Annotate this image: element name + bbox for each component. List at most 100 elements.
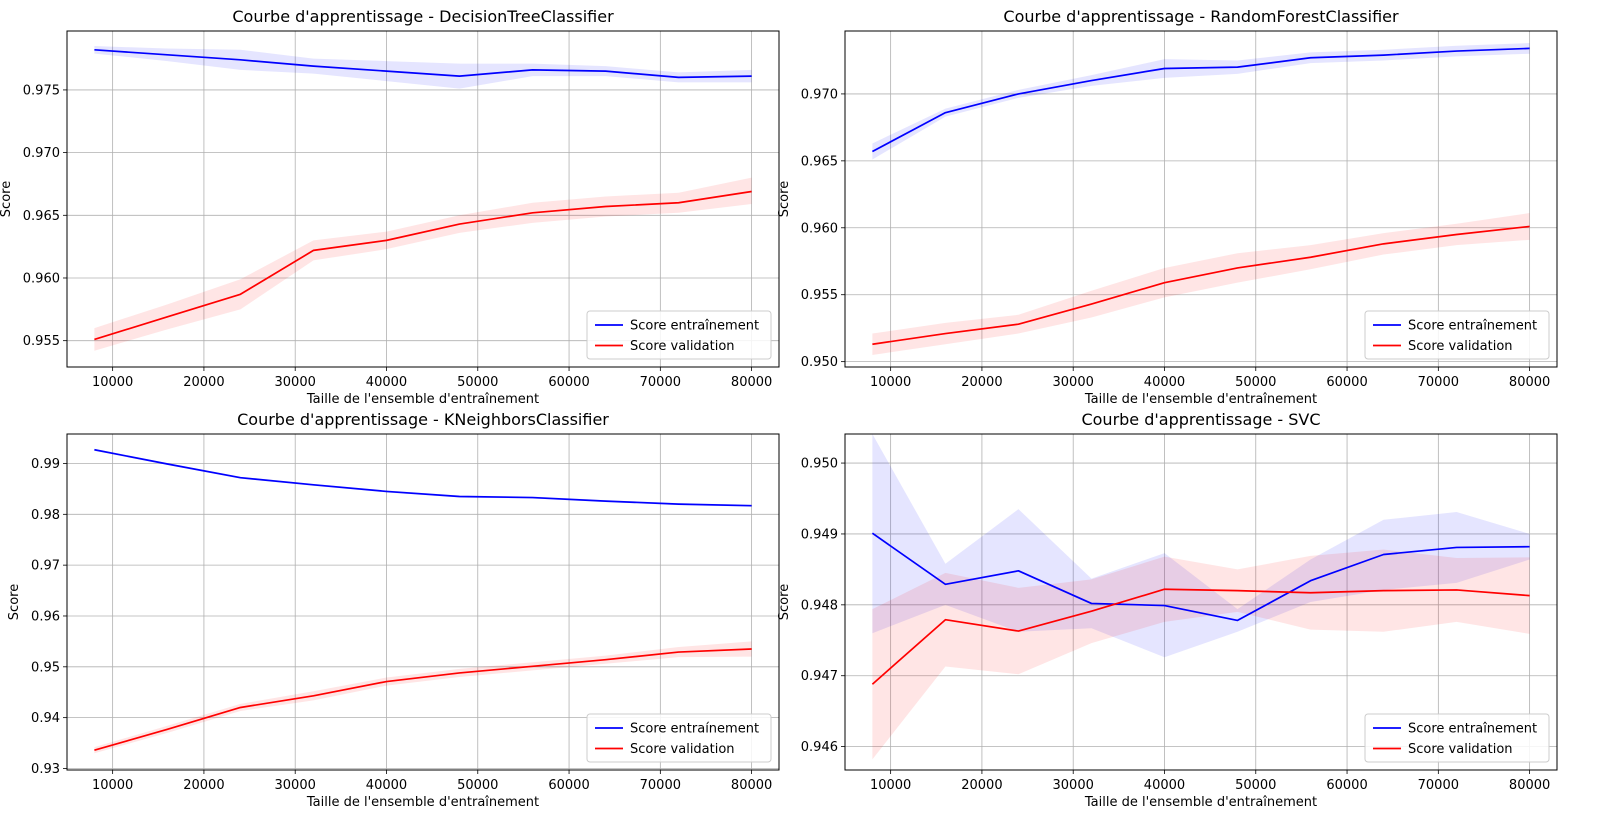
legend-label-train: Score entraînement	[1408, 722, 1537, 737]
x-tick-label: 40000	[1144, 375, 1185, 390]
y-axis-label: Score	[777, 181, 792, 217]
axes-frame	[844, 433, 1558, 771]
x-tick-label: 30000	[1053, 375, 1094, 390]
x-tick-label: 10000	[870, 375, 911, 390]
y-axis-label: Score	[0, 181, 14, 217]
validation-score-band	[872, 549, 1530, 760]
x-tick-label: 50000	[1235, 375, 1276, 390]
y-tick-label: 0.955	[23, 334, 60, 349]
train-score-band	[872, 434, 1530, 658]
x-tick-label: 80000	[1509, 778, 1550, 793]
axes-frame	[66, 433, 780, 771]
legend-label-train: Score entraînement	[630, 319, 759, 334]
x-tick-label: 30000	[1053, 778, 1094, 793]
x-axis-label: Taille de l'ensemble d'entraînement	[306, 795, 539, 810]
legend-box	[586, 713, 772, 763]
y-tick-label: 0.947	[801, 669, 838, 684]
x-tick-label: 60000	[548, 778, 589, 793]
x-tick-label: 70000	[1418, 375, 1459, 390]
legend: Score entraînement Score validation	[586, 310, 772, 360]
x-tick-label: 60000	[1326, 778, 1367, 793]
validation-score-band	[94, 177, 752, 351]
legend: Score entraînement Score validation	[1364, 310, 1550, 360]
legend-box	[1364, 310, 1550, 360]
x-tick-label: 20000	[961, 778, 1002, 793]
x-axis-ticks: 10000 20000 30000 40000 50000 60000 70000 80000	[870, 367, 1550, 390]
y-axis-ticks: 0.946 0.947 0.948 0.949 0.950	[801, 457, 845, 755]
legend-box	[1364, 713, 1550, 763]
x-axis-ticks: 10000 20000 30000 40000 50000 60000 70000 80000	[92, 367, 772, 390]
validation-score-line	[94, 648, 752, 751]
y-tick-label: 0.99	[31, 457, 60, 472]
x-tick-label: 50000	[457, 778, 498, 793]
validation-score-line	[871, 588, 1530, 685]
train-score-line	[871, 47, 1530, 153]
train-score-band	[872, 43, 1530, 160]
validation-score-line	[94, 190, 752, 341]
y-axis-label: Score	[777, 584, 792, 620]
subplot-title: Courbe d'apprentissage - RandomForestCla…	[1003, 7, 1399, 26]
grid-lines	[67, 31, 779, 367]
y-tick-label: 0.970	[23, 146, 60, 161]
x-tick-label: 50000	[1235, 778, 1276, 793]
x-axis-ticks: 10000 20000 30000 40000 50000 60000 70000 80000	[870, 770, 1550, 793]
legend-label-train: Score entraînement	[1408, 319, 1537, 334]
x-tick-label: 80000	[1509, 375, 1550, 390]
train-score-line	[94, 48, 752, 79]
subplot-3: 10000 20000 30000 40000 50000 60000 70000 80000…	[7, 410, 780, 810]
x-tick-label: 10000	[870, 778, 911, 793]
grid-lines	[67, 434, 779, 770]
x-tick-label: 10000	[92, 778, 133, 793]
legend: Score entraínement Score validation	[586, 713, 772, 763]
x-tick-label: 20000	[961, 375, 1002, 390]
y-tick-label: 0.98	[31, 508, 60, 523]
grid-lines	[845, 31, 1557, 367]
plot-area	[871, 434, 1530, 760]
subplot-title: Courbe d'apprentissage - SVC	[1081, 410, 1320, 429]
y-tick-label: 0.93	[31, 762, 60, 777]
x-tick-label: 20000	[183, 778, 224, 793]
x-axis-ticks: 10000 20000 30000 40000 50000 60000 70000 80000	[92, 770, 772, 793]
y-tick-label: 0.946	[801, 740, 838, 755]
x-tick-label: 10000	[92, 375, 133, 390]
x-tick-label: 40000	[366, 778, 407, 793]
plot-area	[94, 448, 752, 754]
legend-label-validation: Score validation	[1408, 339, 1513, 354]
y-tick-label: 0.965	[23, 209, 60, 224]
y-axis-ticks: 0.93 0.94 0.95 0.96 0.97 0.98 0.99	[31, 457, 67, 777]
y-tick-label: 0.975	[23, 83, 60, 98]
x-tick-label: 20000	[183, 375, 224, 390]
y-tick-label: 0.95	[31, 660, 60, 675]
y-tick-label: 0.950	[801, 457, 838, 472]
x-tick-label: 70000	[640, 778, 681, 793]
y-tick-label: 0.955	[801, 288, 838, 303]
y-axis-ticks: 0.950 0.955 0.960 0.965 0.970	[801, 87, 845, 370]
x-tick-label: 30000	[275, 778, 316, 793]
legend: Score entraînement Score validation	[1364, 713, 1550, 763]
subplot-title: Courbe d'apprentissage - KNeighborsClass…	[237, 410, 609, 429]
y-axis-label: Score	[7, 584, 22, 620]
train-score-line	[871, 532, 1530, 622]
x-tick-label: 70000	[640, 375, 681, 390]
y-tick-label: 0.950	[801, 355, 838, 370]
x-tick-label: 40000	[366, 375, 407, 390]
y-tick-label: 0.960	[801, 221, 838, 236]
x-tick-label: 50000	[457, 375, 498, 390]
x-tick-label: 60000	[1326, 375, 1367, 390]
y-tick-label: 0.970	[801, 87, 838, 102]
legend-label-validation: Score validation	[630, 339, 735, 354]
subplot-4: 10000 20000 30000 40000 50000 60000 70000 80000…	[777, 410, 1558, 810]
subplot-title: Courbe d'apprentissage - DecisionTreeCla…	[232, 7, 614, 26]
y-axis-ticks: 0.955 0.960 0.965 0.970 0.975	[23, 83, 67, 349]
subplot-2: 10000 20000 30000 40000 50000 60000 70000 80000…	[777, 7, 1558, 407]
plot-area	[94, 46, 752, 351]
x-axis-label: Taille de l'ensemble d'entraînement	[1084, 392, 1317, 407]
x-axis-label: Taille de l'ensemble d'entraînement	[1084, 795, 1317, 810]
train-score-line	[94, 448, 752, 507]
legend-box	[586, 310, 772, 360]
y-tick-label: 0.97	[31, 559, 60, 574]
x-tick-label: 30000	[275, 375, 316, 390]
legend-label-train: Score entraínement	[630, 722, 759, 737]
